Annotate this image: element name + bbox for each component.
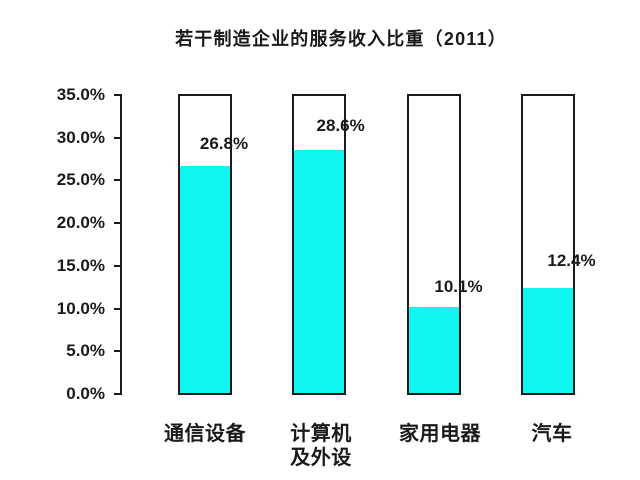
bar-fill — [180, 165, 230, 393]
y-axis-tick-mark — [114, 179, 122, 182]
y-axis-tick-label: 0.0% — [66, 383, 105, 403]
y-axis-tick-label: 30.0% — [56, 127, 105, 147]
y-axis-tick-label: 20.0% — [56, 213, 105, 233]
bar-automobiles — [521, 94, 575, 395]
x-axis-label-computers-peripherals: 计算机 及外设 — [290, 423, 352, 469]
bar-fill — [294, 150, 344, 393]
y-axis-tick-mark — [114, 350, 122, 353]
y-axis-tick-mark — [114, 222, 122, 225]
bar-communication-equipment — [178, 94, 232, 395]
x-axis-label-home-appliances: 家用电器 — [399, 423, 481, 445]
bar-value-label: 28.6% — [316, 116, 365, 136]
y-axis-tick-mark — [114, 392, 122, 395]
y-axis-tick-label: 5.0% — [66, 341, 105, 361]
y-axis-tick-label: 25.0% — [56, 170, 105, 190]
bar-fill — [523, 287, 573, 393]
x-axis-label-communication-equipment: 通信设备 — [164, 423, 246, 445]
bar-fill — [409, 307, 459, 393]
y-axis-tick-mark — [114, 94, 122, 96]
y-axis-tick-mark — [114, 264, 122, 267]
bar-home-appliances — [407, 94, 461, 395]
bar-value-label: 12.4% — [547, 250, 596, 270]
y-axis-tick-label: 10.0% — [56, 298, 105, 318]
y-axis-tick-label: 35.0% — [56, 85, 105, 104]
y-axis-tick-mark — [114, 307, 122, 310]
chart-title: 若干制造企业的服务收入比重（2011） — [175, 29, 507, 49]
x-axis-label-automobiles: 汽车 — [531, 423, 573, 445]
y-axis-tick-label: 15.0% — [56, 255, 105, 275]
y-axis-line — [120, 94, 122, 395]
bar-value-label: 10.1% — [434, 277, 483, 297]
bar-value-label: 26.8% — [199, 133, 249, 153]
bar-computers-peripherals — [292, 94, 346, 395]
y-axis-tick-mark — [114, 136, 122, 139]
